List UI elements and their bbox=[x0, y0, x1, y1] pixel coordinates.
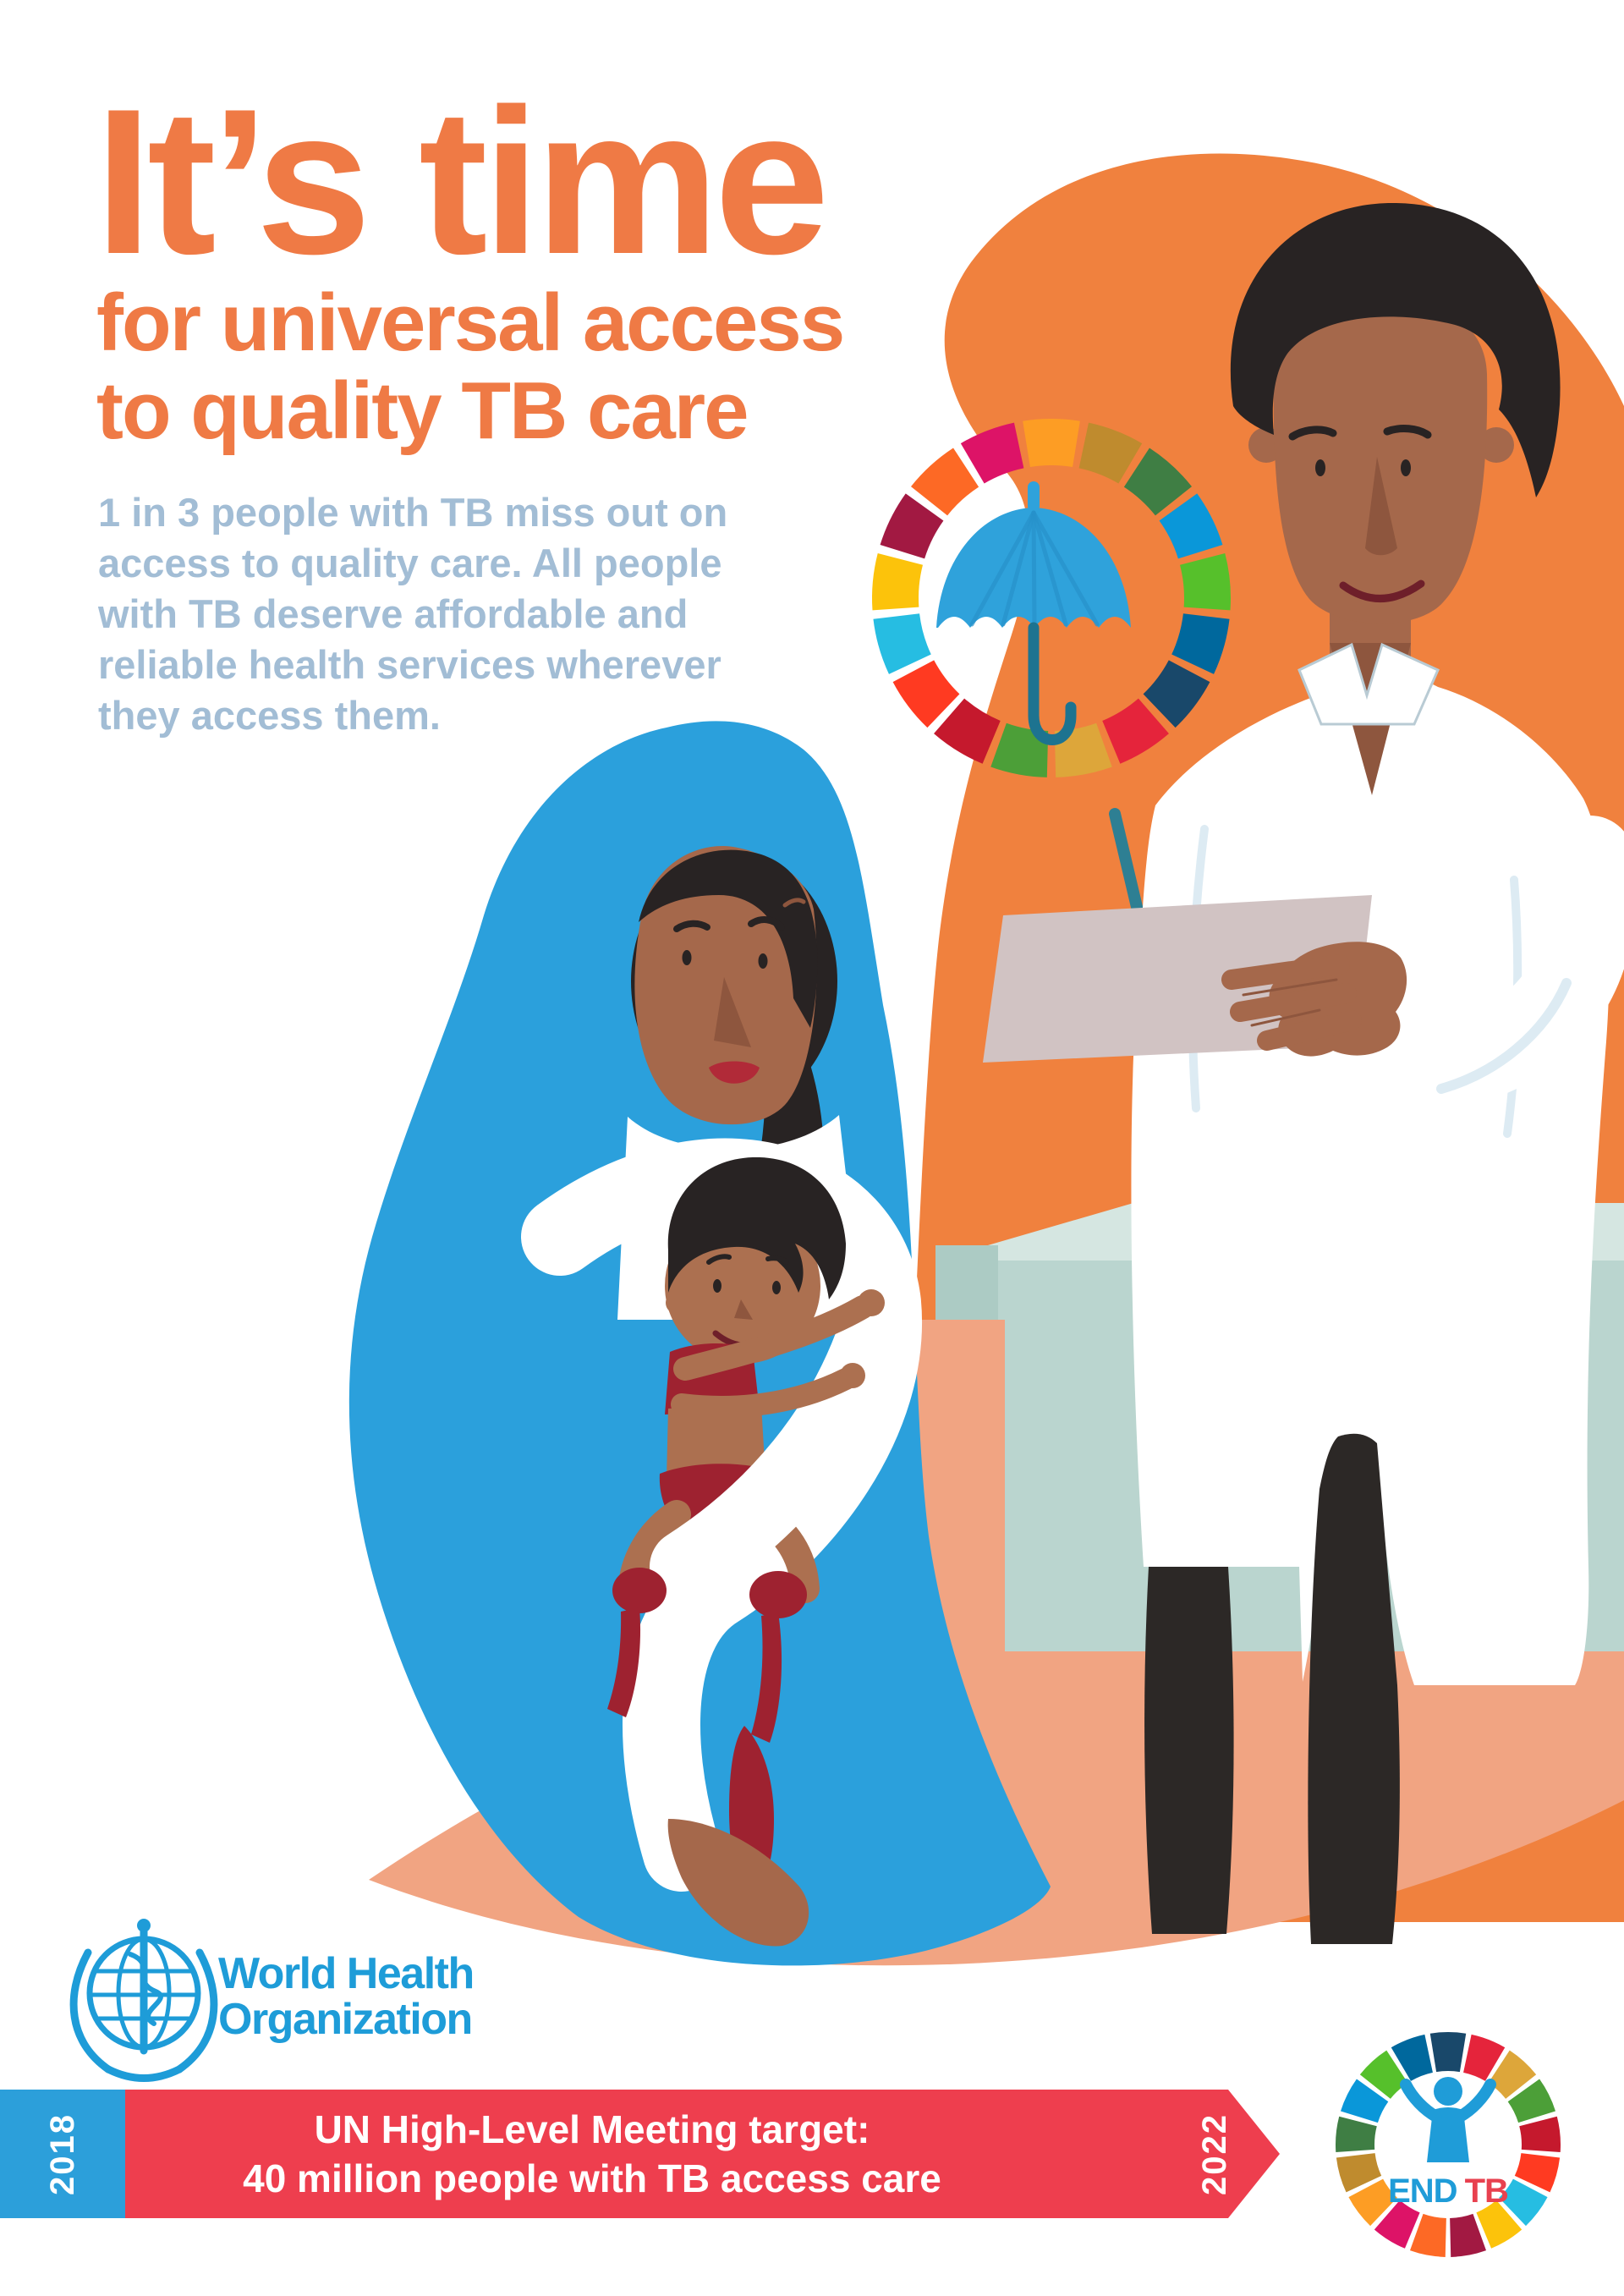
intro-line: reliable health services wherever bbox=[98, 642, 721, 687]
doctor-hand bbox=[1221, 942, 1407, 1057]
baby-booties bbox=[607, 1568, 807, 1743]
start-year-label: 2018 bbox=[43, 2112, 81, 2195]
intro-line: with TB deserve affordable and bbox=[98, 591, 689, 636]
mother-forearm bbox=[650, 1283, 917, 1604]
doctor-figure bbox=[983, 202, 1624, 1944]
timeline-arrow: UN High-Level Meeting target: 40 million… bbox=[125, 2090, 1280, 2218]
baby-arms bbox=[671, 1289, 885, 1418]
intro-line: they access them. bbox=[98, 693, 441, 738]
endtb-wordmark: END TB bbox=[1372, 2172, 1524, 2211]
sdg-wheel-icon bbox=[872, 419, 1231, 777]
intro-paragraph: 1 in 3 people with TB miss out on access… bbox=[98, 487, 792, 741]
who-line-1: World Health bbox=[218, 1949, 475, 1998]
mother-hand bbox=[667, 1819, 809, 1947]
timeline-start-block: 2018 bbox=[0, 2090, 125, 2218]
banner-target-text: UN High-Level Meeting target: 40 million… bbox=[125, 2090, 1059, 2218]
endtb-wheel-icon bbox=[1336, 2032, 1561, 2257]
intro-line: access to quality care. All people bbox=[98, 541, 722, 585]
end-year-label: 2022 bbox=[1195, 2112, 1233, 2195]
endtb-person-icon bbox=[1400, 2077, 1496, 2162]
endtb-tb-label: TB bbox=[1464, 2172, 1509, 2210]
page-subtitle: for universal access to quality TB care bbox=[96, 277, 845, 456]
timeline-banner: 2018 UN High-Level Meeting target: 40 mi… bbox=[0, 2090, 1624, 2218]
timeline-end-block: 2022 bbox=[1189, 2090, 1240, 2218]
who-emblem-icon bbox=[69, 1919, 218, 2082]
endtb-end-label: END bbox=[1388, 2172, 1457, 2210]
page-title: It’s time bbox=[95, 65, 830, 297]
subtitle-line-2: to quality TB care bbox=[96, 365, 749, 456]
who-line-2: Organization bbox=[218, 1995, 473, 2044]
umbrella-icon bbox=[936, 481, 1131, 745]
banner-line-1: UN High-Level Meeting target: bbox=[314, 2107, 870, 2151]
intro-line: 1 in 3 people with TB miss out on bbox=[98, 490, 728, 535]
subtitle-line-1: for universal access bbox=[96, 277, 845, 368]
pen-icon bbox=[1109, 808, 1143, 913]
banner-line-2: 40 million people with TB access care bbox=[243, 2156, 941, 2200]
who-wordmark: World Health Organization bbox=[218, 1949, 475, 2044]
